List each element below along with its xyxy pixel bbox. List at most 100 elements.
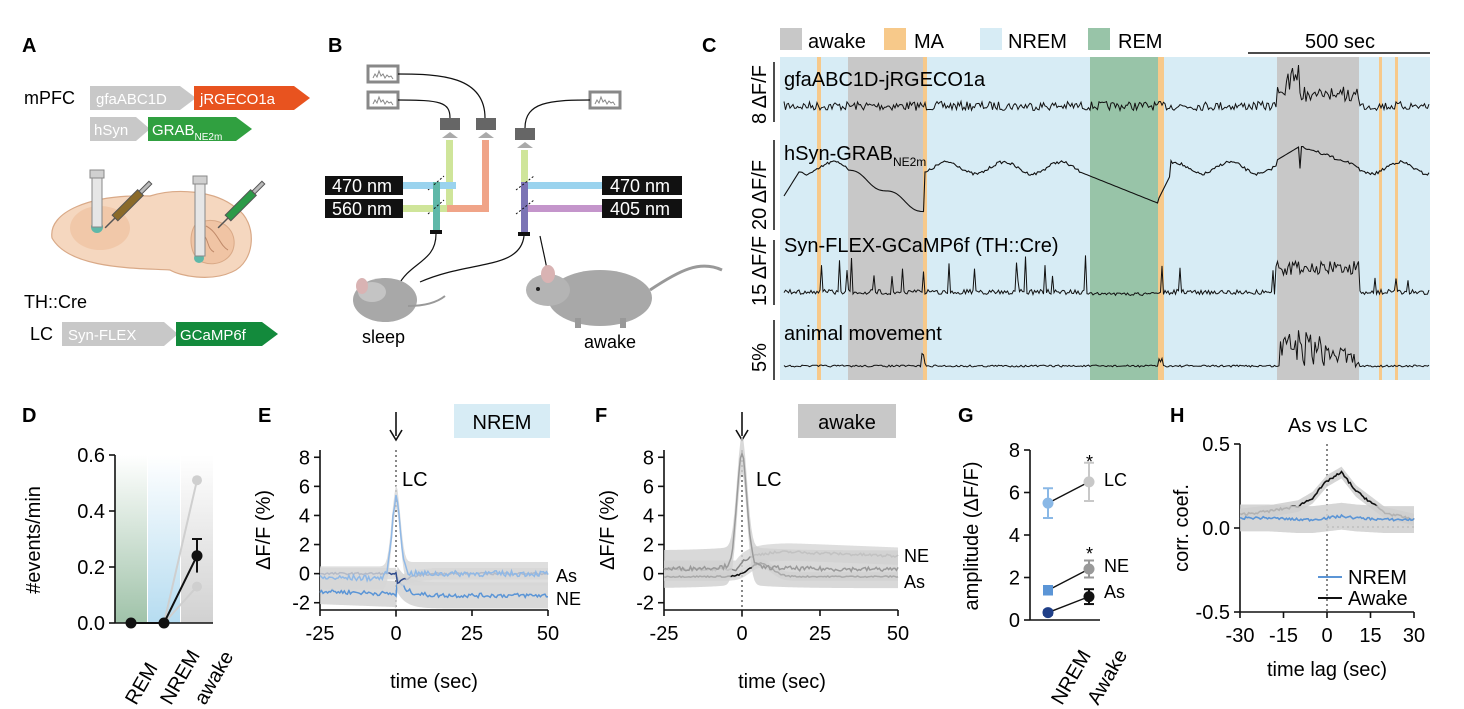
e-state-tag: NREM bbox=[473, 412, 532, 434]
f-xlabel: time (sec) bbox=[738, 671, 826, 693]
g-label-as: As bbox=[1104, 582, 1125, 602]
f-label-as: As bbox=[904, 572, 925, 592]
e-xlabel: time (sec) bbox=[390, 671, 478, 693]
d-xtick-rem: REM bbox=[121, 659, 162, 708]
awake-label: awake bbox=[584, 332, 636, 352]
h-nrem-line bbox=[1239, 513, 1415, 522]
e-label-lc: LC bbox=[402, 469, 428, 491]
panel-a: A mPFC gfaABC1D jRGECO1a hSyn GRABNE2m bbox=[22, 35, 310, 346]
g-ticks: 0 2 4 6 8 bbox=[1009, 440, 1030, 632]
f-ytick-label: 8 bbox=[643, 447, 654, 469]
h-legend-awake: Awake bbox=[1348, 588, 1408, 610]
f-ytick-label: 0 bbox=[643, 564, 654, 586]
trace-name-1: gfaABC1D-jRGECO1a bbox=[784, 69, 986, 91]
rat-brain-illustration bbox=[51, 169, 266, 278]
h-xtick-label: 15 bbox=[1359, 625, 1381, 647]
h-legend-nrem: NREM bbox=[1348, 567, 1407, 589]
h-ytick-label: -0.5 bbox=[1196, 602, 1230, 624]
panel-f: F awake -2 0 2 4 6 8 -25 0 25 50 ΔF/F (%) time (s… bbox=[595, 404, 929, 693]
panel-c: C awake MA NREM REM 500 sec bbox=[702, 28, 1430, 380]
d-ytick-label: 0.6 bbox=[77, 445, 105, 467]
panel-label-g: G bbox=[958, 405, 974, 427]
d-individual-line-low bbox=[163, 585, 198, 624]
e-xtick-label: 25 bbox=[461, 623, 483, 645]
panel-label-e: E bbox=[258, 405, 271, 427]
e-lc-error-band bbox=[320, 484, 548, 590]
f-ytick-label: 2 bbox=[643, 535, 654, 557]
f-label-lc: LC bbox=[756, 469, 782, 491]
hsyn-promoter-arrow bbox=[90, 117, 150, 141]
panel-d: D 0.00.20.40.6 #events/min REM NREM awak… bbox=[22, 405, 238, 709]
g-ytick-label: 0 bbox=[1009, 610, 1020, 632]
e-state-tag-box bbox=[454, 404, 550, 438]
wavelength-405-right: 405 nm bbox=[610, 199, 670, 219]
g-significance-ne: * bbox=[1086, 544, 1093, 564]
trace-grab-ne bbox=[783, 146, 1430, 213]
d-ytick-label: 0.4 bbox=[77, 501, 105, 523]
d-ylabel: #events/min bbox=[23, 486, 45, 594]
e-xtick-label: 50 bbox=[537, 623, 559, 645]
h-xlabel: time lag (sec) bbox=[1267, 659, 1387, 681]
g-ytick-label: 8 bbox=[1009, 440, 1020, 462]
d-individual-point bbox=[192, 581, 202, 592]
g-LC-point bbox=[1083, 476, 1095, 488]
legend-label-nrem: NREM bbox=[1008, 31, 1067, 53]
f-state-tag: awake bbox=[818, 412, 876, 434]
f-xtick-label: 25 bbox=[809, 623, 831, 645]
d-individual-point bbox=[192, 475, 202, 486]
g-As-connector bbox=[1047, 595, 1090, 614]
g-label-ne: NE bbox=[1104, 556, 1129, 576]
d-individual-line-high bbox=[163, 479, 198, 624]
trace-name-2: hSyn-GRABNE2m bbox=[784, 143, 926, 169]
scale-label-trace-1: 8 ΔF/F bbox=[749, 65, 771, 124]
legend-label-ma: MA bbox=[914, 31, 945, 53]
hsyn-label: hSyn bbox=[94, 122, 128, 139]
f-label-ne: NE bbox=[904, 546, 929, 566]
detector-icons bbox=[366, 64, 622, 110]
g-NE-connector bbox=[1047, 568, 1090, 591]
f-ylabel: ΔF/F (%) bbox=[597, 490, 619, 570]
h-xtick-label: -30 bbox=[1226, 625, 1255, 647]
panel-b: B 470 nm 56 bbox=[325, 35, 723, 352]
g-As-point bbox=[1083, 591, 1095, 603]
legend-swatch-rem bbox=[1088, 28, 1110, 50]
f-ytick-label: 6 bbox=[643, 476, 654, 498]
panel-label-a: A bbox=[22, 35, 36, 57]
legend-label-rem: REM bbox=[1118, 31, 1162, 53]
e-ytick-label: -2 bbox=[292, 593, 310, 615]
panel-label-f: F bbox=[595, 405, 607, 427]
d-ytick-label: 0.0 bbox=[77, 613, 105, 635]
sleep-label: sleep bbox=[362, 327, 405, 347]
panel-label-h: H bbox=[1170, 405, 1184, 427]
synflex-label: Syn-FLEX bbox=[68, 327, 136, 344]
g-ytick-label: 4 bbox=[1009, 525, 1020, 547]
trace-scale-bars: 8 ΔF/F 20 ΔF/F 15 ΔF/F 5% bbox=[749, 62, 775, 380]
panel-label-b: B bbox=[328, 35, 342, 57]
d-ticks: 0.0 0.2 0.4 0.6 bbox=[77, 445, 115, 635]
state-legend: awake MA NREM REM bbox=[780, 28, 1162, 53]
g-LC-connector bbox=[1047, 481, 1090, 504]
thcre-label: TH::Cre bbox=[24, 292, 87, 312]
jrgeco-arrow bbox=[194, 86, 310, 110]
h-curves bbox=[1239, 466, 1415, 534]
e-ytick-label: 0 bbox=[299, 564, 310, 586]
g-NE-point bbox=[1083, 563, 1095, 575]
panel-label-d: D bbox=[22, 405, 36, 427]
h-xtick-label: -15 bbox=[1269, 625, 1298, 647]
wavelength-470-left: 470 nm bbox=[332, 176, 392, 196]
d-marks bbox=[125, 475, 203, 629]
trace-movement bbox=[783, 330, 1430, 369]
f-curves bbox=[663, 435, 899, 589]
e-xtick-label: -25 bbox=[306, 623, 335, 645]
d-point-NREM bbox=[158, 617, 170, 629]
f-xtick-label: 50 bbox=[887, 623, 909, 645]
h-ytick-label: 0.0 bbox=[1202, 518, 1230, 540]
wavelength-470-right: 470 nm bbox=[610, 176, 670, 196]
trace-gcamp6f-lc bbox=[783, 255, 1430, 297]
grab-arrow bbox=[148, 117, 252, 141]
f-xtick-label: 0 bbox=[736, 623, 747, 645]
g-ylabel: amplitude (ΔF/F) bbox=[961, 462, 983, 611]
d-point-awake bbox=[191, 550, 203, 562]
